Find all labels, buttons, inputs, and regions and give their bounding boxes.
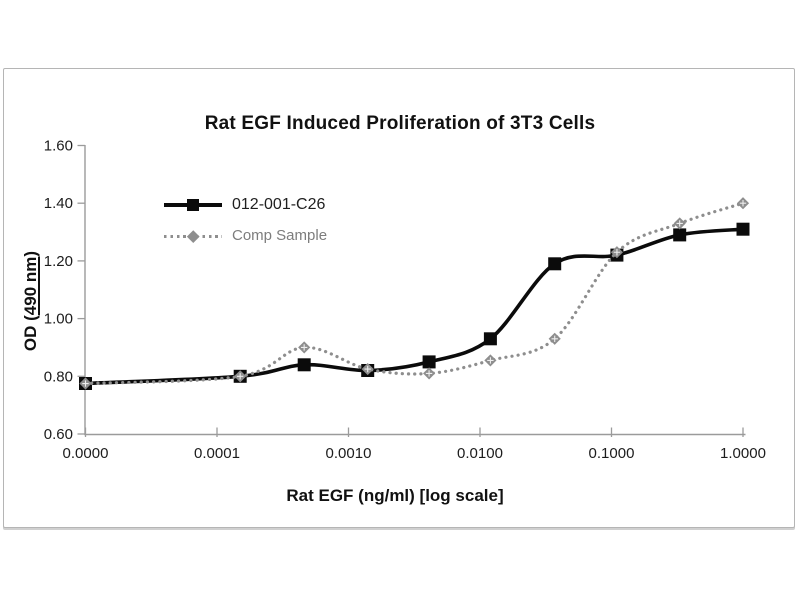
series-line-1 <box>85 227 744 386</box>
chart-title: Rat EGF Induced Proliferation of 3T3 Cel… <box>204 113 596 134</box>
y-axis-title-suffix: ) <box>21 250 40 257</box>
data-point-diamond-cross <box>236 373 244 380</box>
data-point-diamond-cross <box>613 249 621 256</box>
y-tick-label: 1.60 <box>44 138 73 155</box>
series-line-2 <box>83 201 745 386</box>
data-point-square <box>483 332 497 346</box>
legend-item-series-2: Comp Sample <box>164 220 327 251</box>
y-tick-label: 0.60 <box>44 426 73 443</box>
data-point-diamond-cross <box>676 220 683 227</box>
data-point-diamond-cross <box>739 200 747 207</box>
data-point-diamond-cross <box>551 335 558 342</box>
data-point-diamond-cross <box>425 370 433 377</box>
x-tick-label: 0.0000 <box>63 445 109 462</box>
y-axis-title-underlined: 490 nm <box>21 256 40 316</box>
legend-label-series-2: Comp Sample <box>232 227 328 244</box>
diamond-marker-icon <box>187 229 200 242</box>
data-point-square <box>548 257 562 271</box>
chart-panel <box>3 68 795 528</box>
data-point-diamond-cross <box>82 380 89 387</box>
legend-swatch-dotted <box>164 229 222 243</box>
x-tick-label: 1.0000 <box>720 445 766 462</box>
y-tick-label: 0.80 <box>44 368 73 385</box>
data-point-square <box>297 358 311 372</box>
data-point-square <box>673 228 687 242</box>
y-axis-title-prefix: OD ( <box>21 315 40 352</box>
y-tick-label: 1.40 <box>44 195 73 212</box>
legend: 012-001-C26 Comp Sample <box>164 189 327 251</box>
square-marker-icon <box>187 198 199 211</box>
legend-swatch-solid <box>164 198 222 212</box>
x-axis-title: Rat EGF (ng/ml) [log scale] <box>286 486 504 505</box>
y-tick-label: 1.00 <box>44 311 73 328</box>
x-tick-label: 0.1000 <box>589 445 635 462</box>
legend-label-series-1: 012-001-C26 <box>232 195 326 213</box>
y-axis-title: OD (490 nm) <box>21 221 45 381</box>
data-point-square <box>422 355 436 369</box>
data-point-diamond-cross <box>487 357 494 364</box>
data-point-diamond-cross <box>364 365 371 373</box>
legend-item-series-1: 012-001-C26 <box>164 189 327 220</box>
data-point-diamond-cross <box>300 344 308 351</box>
x-tick-label: 0.0010 <box>326 445 372 462</box>
data-point-square <box>736 222 750 236</box>
x-tick-label: 0.0001 <box>194 445 240 462</box>
y-tick-label: 1.20 <box>44 253 73 270</box>
x-tick-label: 0.0100 <box>457 445 503 462</box>
